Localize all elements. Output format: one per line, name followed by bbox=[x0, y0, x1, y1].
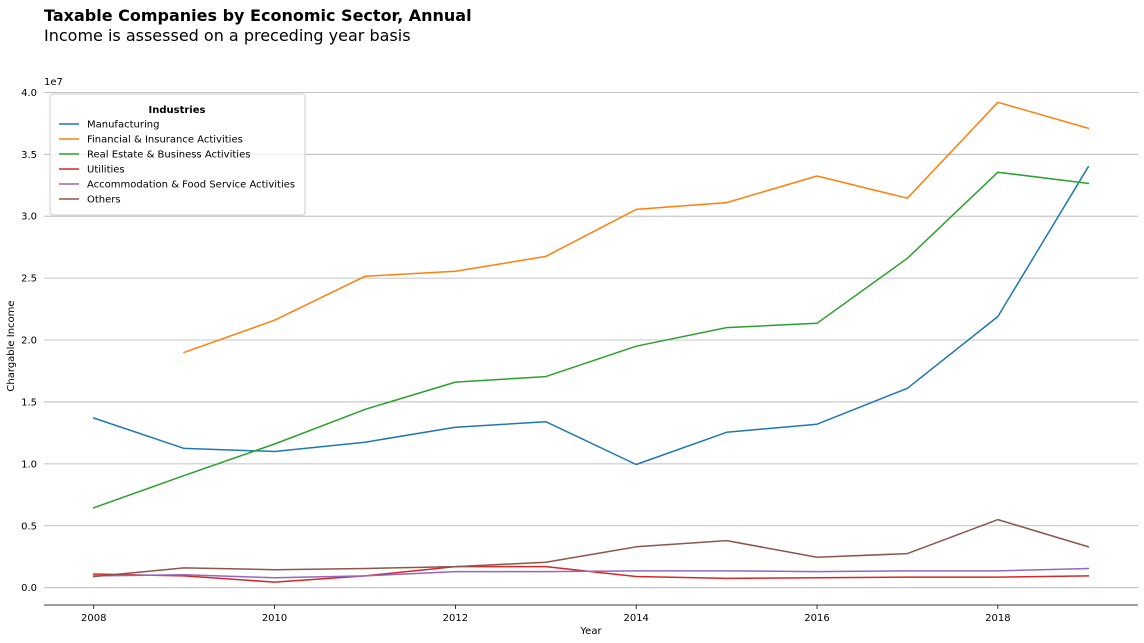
series-line-manufacturing bbox=[92, 165, 1090, 466]
chart-title: Taxable Companies by Economic Sector, An… bbox=[44, 6, 472, 25]
y-tick-label: 2.5 bbox=[21, 274, 37, 285]
y-tick-label: 4.0 bbox=[21, 88, 37, 99]
legend-label-utilities: Utilities bbox=[87, 165, 125, 176]
x-tick-label: 2010 bbox=[262, 613, 287, 624]
legend-title: Industries bbox=[149, 105, 206, 116]
series-line-others bbox=[92, 518, 1090, 578]
series-line-real-estate-business-activities bbox=[92, 171, 1090, 509]
legend-box bbox=[49, 93, 306, 216]
y-offset-label: 1e7 bbox=[44, 77, 63, 88]
legend-label-others: Others bbox=[87, 195, 121, 206]
y-tick-label: 3.5 bbox=[21, 150, 37, 161]
chart-subtitle: Income is assessed on a preceding year b… bbox=[44, 26, 411, 45]
y-tick-label: 1.0 bbox=[21, 459, 37, 470]
y-tick-label: 0.0 bbox=[21, 583, 37, 594]
x-tick-label: 2016 bbox=[804, 613, 829, 624]
x-tick-labels: 2008 2010 2012 2014 2016 2018 bbox=[81, 605, 1011, 624]
y-tick-label: 1.5 bbox=[21, 397, 37, 408]
legend-label-real-estate-business-activities: Real Estate & Business Activities bbox=[87, 150, 250, 161]
legend-label-accommodation-food-service-activities: Accommodation & Food Service Activities bbox=[87, 180, 295, 191]
series-lines bbox=[92, 101, 1090, 583]
legend-label-financial-insurance-activities: Financial & Insurance Activities bbox=[87, 135, 243, 146]
legend-label-manufacturing: Manufacturing bbox=[87, 120, 159, 131]
y-tick-label: 3.0 bbox=[21, 212, 37, 223]
y-axis-label: Chargable Income bbox=[6, 300, 17, 391]
legend: Industries Manufacturing Financial & Insu… bbox=[49, 93, 306, 216]
x-tick-label: 2018 bbox=[985, 613, 1010, 624]
series-line-accommodation-food-service-activities bbox=[92, 567, 1090, 579]
x-tick-label: 2014 bbox=[623, 613, 648, 624]
y-tick-label: 2.0 bbox=[21, 336, 37, 347]
y-tick-labels: 0.0 0.5 1.0 1.5 2.0 2.5 3.0 3.5 4.0 bbox=[21, 88, 37, 594]
gridlines bbox=[44, 91, 1138, 589]
x-tick-label: 2008 bbox=[81, 613, 106, 624]
x-axis-label: Year bbox=[579, 626, 602, 637]
y-tick-label: 0.5 bbox=[21, 521, 37, 532]
series-line-financial-insurance-activities bbox=[183, 101, 1090, 354]
x-tick-label: 2012 bbox=[443, 613, 468, 624]
legend-items: Manufacturing Financial & Insurance Activ… bbox=[59, 120, 295, 206]
